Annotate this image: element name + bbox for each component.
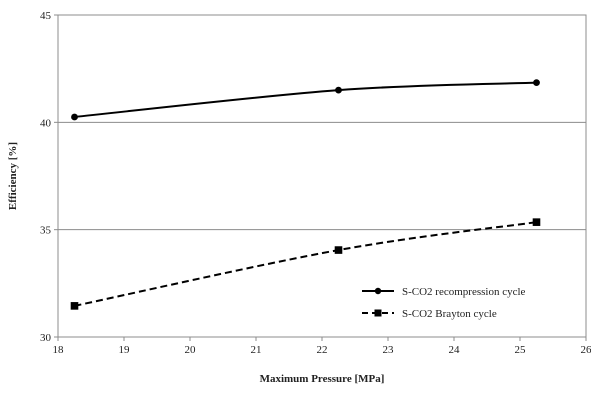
data-point-brayton (335, 246, 343, 254)
y-axis-ticks: 30 35 40 45 (40, 10, 58, 344)
legend-label-recompression: S-CO2 recompression cycle (402, 286, 526, 298)
data-point-recompression (335, 87, 342, 94)
data-point-recompression (533, 79, 540, 86)
x-tick-label: 20 (185, 344, 197, 356)
x-tick-label: 23 (383, 344, 395, 356)
legend-marker-recompression (375, 288, 381, 294)
y-tick-label: 45 (40, 10, 52, 22)
x-tick-label: 24 (449, 344, 461, 356)
x-tick-label: 22 (317, 344, 328, 356)
x-axis-title: Maximum Pressure [MPa] (260, 373, 385, 385)
y-tick-label: 35 (40, 225, 52, 237)
data-point-brayton (533, 218, 541, 226)
data-point-brayton (71, 302, 79, 310)
x-tick-label: 25 (515, 344, 527, 356)
y-axis-title: Efficiency [%] (7, 142, 19, 210)
legend-marker-brayton (375, 310, 382, 317)
y-tick-label: 30 (40, 332, 52, 344)
x-tick-label: 21 (251, 344, 262, 356)
x-tick-label: 26 (581, 344, 591, 356)
y-tick-label: 40 (40, 117, 52, 129)
x-tick-label: 18 (53, 344, 65, 356)
x-axis-ticks: 18 19 20 21 22 23 24 25 26 (53, 337, 591, 356)
data-point-recompression (71, 114, 78, 121)
legend-label-brayton: S-CO2 Brayton cycle (402, 308, 497, 320)
x-tick-label: 19 (119, 344, 131, 356)
